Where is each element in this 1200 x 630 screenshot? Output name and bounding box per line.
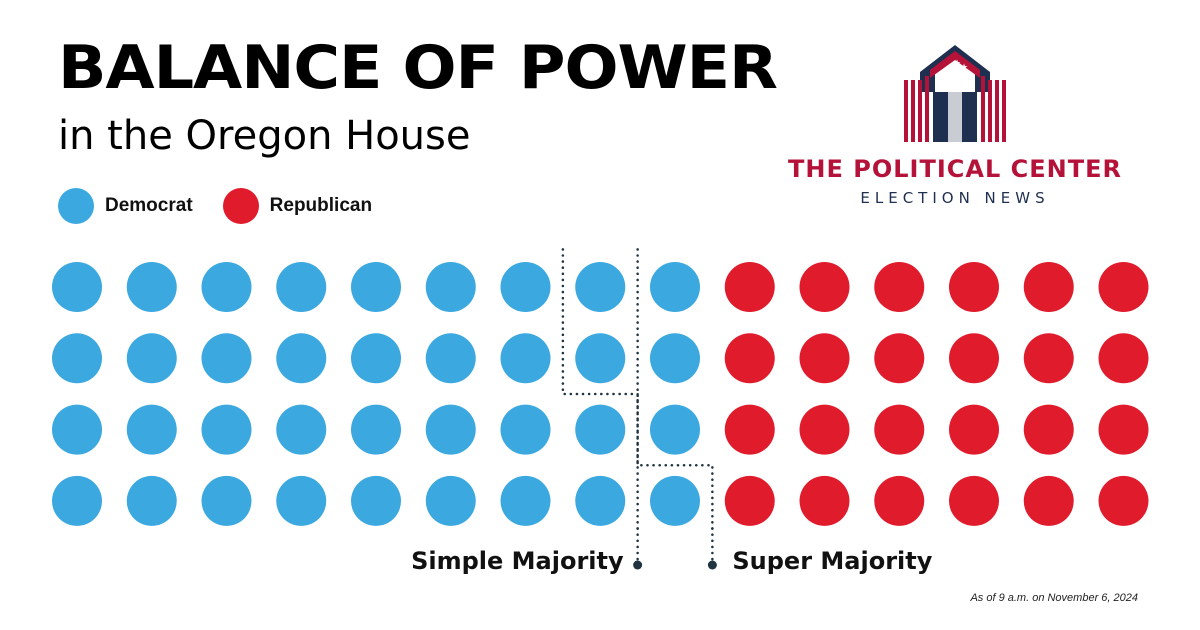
seat-36 xyxy=(650,475,700,526)
seat-16 xyxy=(276,475,327,526)
seat-23 xyxy=(425,404,476,455)
brand: ★ ★ ★ THE POLITICAL CENTER ELECTION NEWS xyxy=(770,40,1140,215)
seat-22 xyxy=(425,333,476,384)
svg-text:★: ★ xyxy=(960,63,968,73)
seat-58 xyxy=(1098,333,1149,384)
seat-45 xyxy=(874,262,925,312)
seat-24 xyxy=(425,475,476,526)
seat-38 xyxy=(724,333,775,384)
seat-54 xyxy=(1023,333,1074,384)
seat-17 xyxy=(351,262,401,312)
seat-53 xyxy=(1023,262,1074,312)
seat-49 xyxy=(949,262,999,312)
seat-26 xyxy=(500,333,551,384)
seat-9 xyxy=(201,262,252,312)
seat-55 xyxy=(1023,404,1074,455)
seat-56 xyxy=(1023,475,1074,526)
seat-28 xyxy=(500,475,551,526)
seat-18 xyxy=(351,333,401,384)
legend-item-democrat: Democrat xyxy=(58,188,193,224)
seat-29 xyxy=(575,262,626,312)
seat-35 xyxy=(650,404,700,455)
seat-32 xyxy=(575,475,626,526)
seat-12 xyxy=(201,475,252,526)
seat-59 xyxy=(1098,404,1149,455)
seat-30 xyxy=(575,333,626,384)
seat-37 xyxy=(724,262,775,312)
threshold-line-1 xyxy=(561,248,639,530)
seat-6 xyxy=(126,333,177,384)
seat-40 xyxy=(724,475,775,526)
legend: Democrat Republican xyxy=(58,188,402,224)
seat-48 xyxy=(874,475,925,526)
seat-52 xyxy=(949,475,999,526)
seat-25 xyxy=(500,262,551,312)
seat-33 xyxy=(650,262,700,312)
seat-14 xyxy=(276,333,327,384)
legend-swatch-republican xyxy=(222,188,259,224)
threshold-label-2: Super Majority xyxy=(732,547,932,575)
seat-13 xyxy=(276,262,327,312)
threshold-line-2 xyxy=(636,248,714,530)
seat-47 xyxy=(874,404,925,455)
seat-5 xyxy=(126,262,177,312)
threshold-marker-1 xyxy=(633,560,643,570)
seat-46 xyxy=(874,333,925,384)
seat-1 xyxy=(52,262,102,312)
legend-label-democrat: Democrat xyxy=(105,195,193,216)
seat-10 xyxy=(201,333,252,384)
seat-8 xyxy=(126,475,177,526)
seat-42 xyxy=(799,333,850,384)
seat-31 xyxy=(575,404,626,455)
legend-swatch-democrat xyxy=(58,188,94,224)
seat-34 xyxy=(650,333,700,384)
seat-27 xyxy=(500,404,551,455)
seat-2 xyxy=(52,333,102,384)
seat-43 xyxy=(799,404,850,455)
svg-text:★: ★ xyxy=(946,63,954,73)
seat-19 xyxy=(351,404,401,455)
threshold-label-1: Simple Majority xyxy=(411,547,624,575)
seat-51 xyxy=(949,404,999,455)
seat-4 xyxy=(52,475,102,526)
legend-item-republican: Republican xyxy=(222,188,373,224)
timestamp-note: As of 9 a.m. on November 6, 2024 xyxy=(970,592,1138,604)
seat-60 xyxy=(1098,475,1149,526)
seat-57 xyxy=(1098,262,1149,312)
legend-label-republican: Republican xyxy=(269,195,373,216)
seat-41 xyxy=(799,262,850,312)
threshold-marker-2 xyxy=(707,560,717,570)
page-subtitle: in the Oregon House xyxy=(58,113,471,159)
seat-39 xyxy=(724,404,775,455)
page-title: BALANCE OF POWER xyxy=(58,33,778,103)
seat-20 xyxy=(351,475,401,526)
threshold-labels: Simple Majority Super Majority xyxy=(411,547,933,575)
capitol-building-logo-icon: ★ ★ ★ xyxy=(904,45,1006,142)
seat-7 xyxy=(126,404,177,455)
svg-text:★: ★ xyxy=(953,59,961,69)
seat-grid xyxy=(52,262,1149,526)
brand-name: THE POLITICAL CENTER xyxy=(788,155,1122,183)
seat-15 xyxy=(276,404,327,455)
seat-11 xyxy=(201,404,252,455)
seat-44 xyxy=(799,475,850,526)
seat-50 xyxy=(949,333,999,384)
seat-3 xyxy=(52,404,102,455)
seat-21 xyxy=(425,262,476,312)
brand-tagline: ELECTION NEWS xyxy=(860,189,1050,207)
threshold-lines xyxy=(561,248,717,570)
